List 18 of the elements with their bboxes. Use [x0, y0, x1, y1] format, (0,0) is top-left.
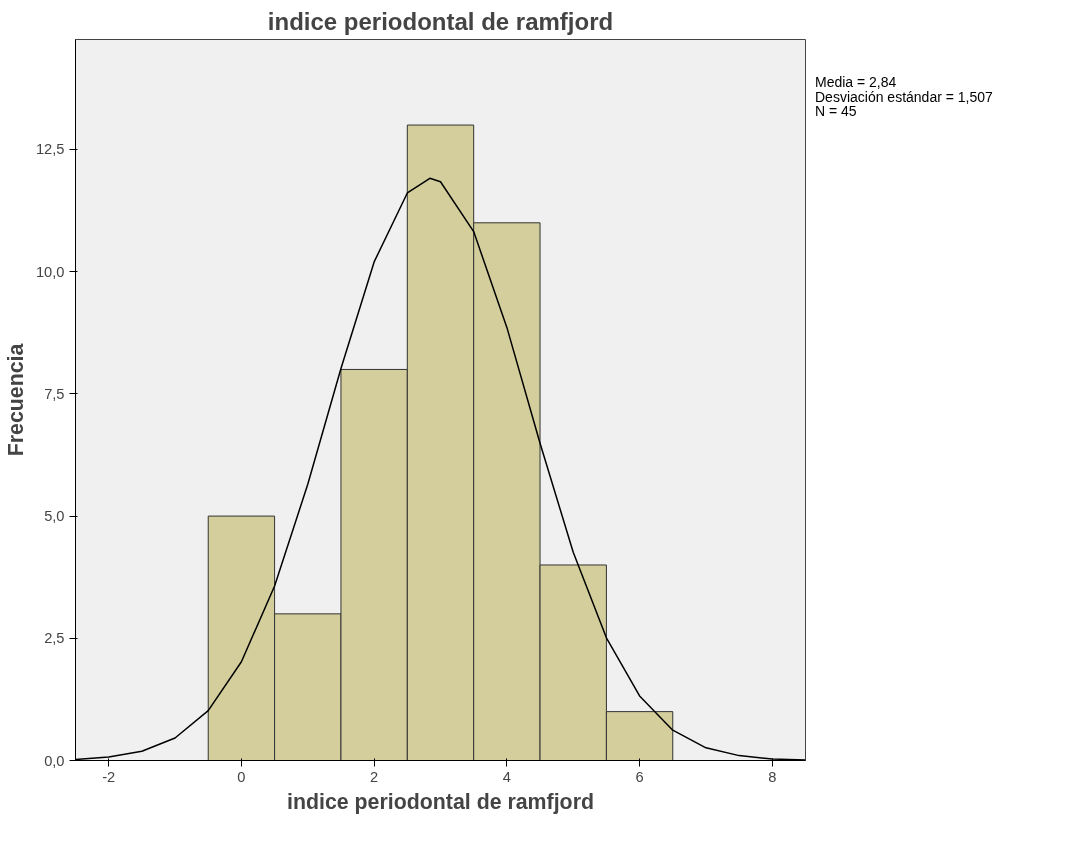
text: Desviación estándar = 1,507	[815, 88, 993, 105]
x-tick-label: 2	[370, 768, 379, 785]
x-tick-label: 8	[768, 768, 777, 785]
y-tick-label: 12,5	[35, 141, 65, 158]
y-tick-label: 7,5	[44, 385, 65, 402]
text: Media = 2,84	[815, 74, 897, 90]
x-tick-label: -2	[102, 768, 116, 785]
y-axis-title: Frecuencia	[3, 343, 28, 457]
y-tick-label: 5,0	[44, 508, 65, 525]
chart-title: indice periodontal de ramfjord	[267, 7, 614, 35]
x-tick-label: 4	[502, 768, 511, 785]
y-tick-label: 2,5	[44, 630, 65, 647]
x-axis-title: indice periodontal de ramfjord	[287, 789, 594, 814]
x-tick-label: 0	[237, 768, 246, 785]
x-tick-label: 6	[635, 768, 644, 785]
y-tick-label: 10,0	[35, 263, 65, 280]
y-tick-label: 0,0	[44, 752, 65, 769]
text: N = 45	[815, 103, 857, 120]
